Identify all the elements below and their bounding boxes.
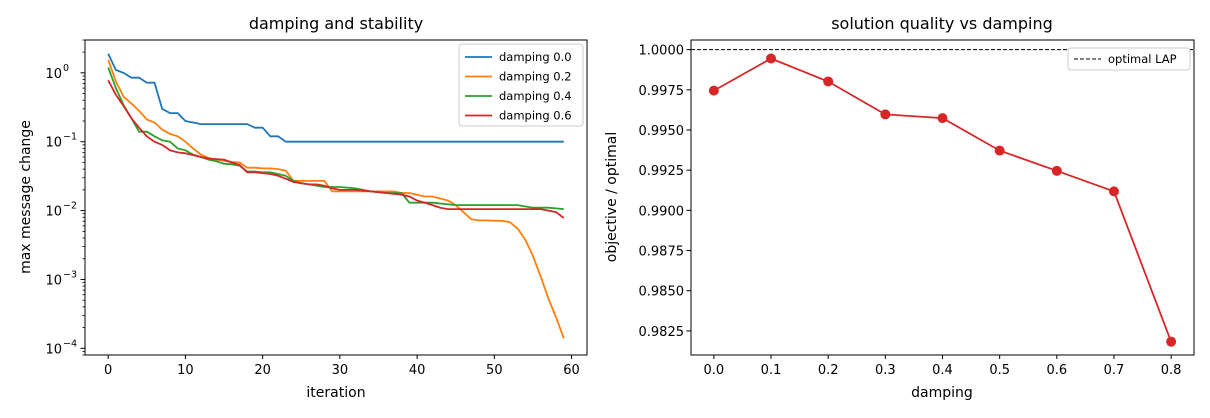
left-x-tick-label: 40 [409, 363, 426, 378]
left-x-axis-label: iteration [306, 385, 365, 401]
right-x-ticks: 0.0 0.1 0.2 0.3 0.4 0.5 0.6 0.7 0.8 [704, 355, 1182, 378]
left-x-tick-label: 30 [332, 363, 349, 378]
right-data-point [880, 109, 891, 120]
right-x-tick-label: 0.1 [761, 363, 782, 378]
right-data-point [1051, 165, 1062, 176]
right-data-point [1166, 336, 1177, 347]
right-x-tick-label: 0.7 [1104, 363, 1125, 378]
left-x-tick-label: 0 [104, 363, 112, 378]
right-x-tick-label: 0.3 [875, 363, 896, 378]
right-y-axis-label: objective / optimal [604, 132, 620, 262]
right-x-tick-label: 0.8 [1161, 363, 1182, 378]
left-chart: damping and stability 0 10 20 30 40 50 60 10 −4… [18, 14, 588, 401]
right-data-point [766, 53, 777, 64]
left-series-line-3 [107, 79, 565, 219]
left-y-tick-exponent: −1 [63, 132, 77, 143]
right-data-point [937, 113, 948, 124]
left-x-ticks: 0 10 20 30 40 50 60 [104, 355, 580, 378]
left-x-tick-label: 10 [177, 363, 194, 378]
right-y-tick-label: 1.0000 [639, 44, 685, 59]
right-y-tick-label: 0.9950 [639, 124, 685, 139]
right-legend-label: optimal LAP [1108, 52, 1177, 66]
left-y-tick-exponent: 0 [63, 63, 69, 74]
right-chart: solution quality vs damping 0.0 0.1 0.2 0.3… [604, 14, 1195, 401]
left-y-tick-label: 10 [45, 273, 62, 288]
left-y-tick-exponent: −4 [63, 338, 77, 349]
left-x-tick-label: 50 [486, 363, 503, 378]
left-x-tick-label: 20 [254, 363, 271, 378]
right-axes-frame [690, 39, 1195, 356]
right-x-tick-label: 0.5 [989, 363, 1010, 378]
left-series-line-1 [107, 59, 565, 339]
left-legend-label: damping 0.0 [499, 50, 572, 64]
left-legend-label: damping 0.6 [499, 109, 572, 123]
left-axes-frame [84, 39, 588, 356]
right-data-point [1108, 186, 1119, 197]
right-y-ticks: 0.9825 0.9850 0.9875 0.9900 0.9925 0.9950 0.99… [639, 44, 691, 340]
right-legend-box [1067, 47, 1191, 71]
right-x-tick-label: 0.0 [704, 363, 725, 378]
left-x-tick-label: 60 [563, 363, 580, 378]
left-y-tick-exponent: −3 [63, 269, 77, 280]
left-plot-area [107, 53, 565, 339]
right-legend: optimal LAP [1067, 47, 1191, 71]
left-chart-title: damping and stability [249, 14, 423, 33]
right-x-axis-label: damping [911, 385, 973, 401]
right-x-tick-label: 0.2 [818, 363, 839, 378]
right-plot-area [691, 49, 1194, 347]
right-data-point [708, 85, 719, 96]
left-y-tick-label: 10 [45, 136, 62, 151]
right-y-tick-label: 0.9925 [639, 164, 685, 179]
left-y-tick-label: 10 [45, 205, 62, 220]
right-data-point [994, 145, 1005, 156]
right-y-tick-label: 0.9975 [639, 84, 685, 99]
right-y-tick-label: 0.9875 [639, 245, 685, 260]
left-y-tick-label: 10 [45, 67, 62, 82]
left-legend-box [458, 43, 584, 127]
right-series-line [713, 57, 1172, 343]
right-y-tick-label: 0.9850 [639, 285, 685, 300]
left-y-tick-exponent: −2 [63, 201, 77, 212]
right-data-point [823, 76, 834, 87]
right-chart-title: solution quality vs damping [831, 14, 1053, 33]
left-y-axis-label: max message change [18, 120, 34, 274]
left-legend: damping 0.0 damping 0.2 damping 0.4 damping… [458, 43, 584, 127]
left-y-tick-label: 10 [45, 342, 62, 357]
right-y-tick-label: 0.9900 [639, 204, 685, 219]
left-legend-label: damping 0.2 [499, 70, 572, 84]
left-legend-label: damping 0.4 [499, 89, 572, 103]
right-x-tick-label: 0.6 [1046, 363, 1067, 378]
right-y-tick-label: 0.9825 [639, 325, 685, 340]
right-x-tick-label: 0.4 [932, 363, 953, 378]
left-series-line-0 [107, 53, 564, 143]
